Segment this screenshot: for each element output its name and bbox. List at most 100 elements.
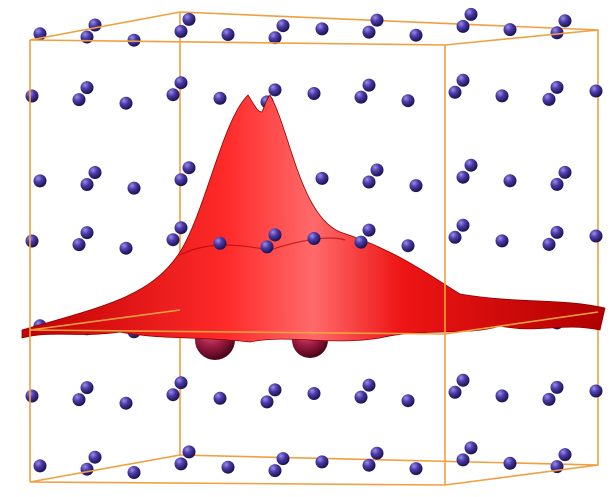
- page: (() => { const NS = 'http://www.w3.org/2…: [0, 0, 612, 497]
- atom: [175, 221, 188, 234]
- atom: [410, 462, 423, 475]
- atom: [363, 79, 376, 92]
- atom: [261, 395, 274, 408]
- atom: [559, 14, 572, 27]
- atom: [449, 386, 462, 399]
- atom: [269, 383, 282, 396]
- atom: [551, 226, 564, 239]
- atom: [363, 176, 376, 189]
- atom: [355, 91, 368, 104]
- atom: [402, 94, 415, 107]
- atom: [402, 239, 415, 252]
- atom: [316, 22, 329, 35]
- atom: [308, 87, 321, 100]
- atom: [465, 8, 478, 21]
- atom: [89, 19, 102, 32]
- atom: [457, 171, 470, 184]
- atom: [120, 242, 133, 255]
- atom: [73, 238, 86, 251]
- atom: [183, 13, 196, 26]
- atom: [465, 441, 478, 454]
- atom: [371, 447, 384, 460]
- atom: [402, 394, 415, 407]
- atom: [26, 390, 39, 403]
- atom: [449, 231, 462, 244]
- atom: [457, 374, 470, 387]
- atom: [89, 166, 102, 179]
- atom: [175, 25, 188, 38]
- atom: [214, 237, 227, 250]
- atom: [167, 388, 180, 401]
- atom: [551, 178, 564, 191]
- atom: [175, 76, 188, 89]
- atom: [81, 463, 94, 476]
- atom: [504, 457, 517, 470]
- atom: [355, 236, 368, 249]
- atom: [222, 28, 235, 41]
- atom: [496, 234, 509, 247]
- atom: [559, 448, 572, 461]
- atom: [355, 391, 368, 404]
- atom: [504, 23, 517, 36]
- atom: [26, 235, 39, 248]
- atom: [128, 34, 141, 47]
- atom: [183, 445, 196, 458]
- atom: [34, 459, 47, 472]
- atom: [559, 166, 572, 179]
- atom: [316, 172, 329, 185]
- atom: [371, 14, 384, 27]
- atom: [410, 29, 423, 42]
- atom: [308, 387, 321, 400]
- atom: [371, 164, 384, 177]
- atom: [457, 453, 470, 466]
- atom: [504, 174, 517, 187]
- atom: [120, 97, 133, 110]
- atom: [183, 161, 196, 174]
- isosurface: [22, 95, 605, 342]
- atom: [26, 90, 39, 103]
- frame-edge: [30, 12, 180, 40]
- atom: [410, 179, 423, 192]
- atom: [34, 174, 47, 187]
- atom: [551, 381, 564, 394]
- atom: [261, 240, 274, 253]
- atom: [277, 452, 290, 465]
- atom: [269, 83, 282, 96]
- atom: [81, 31, 94, 44]
- atom: [175, 457, 188, 470]
- atom: [167, 233, 180, 246]
- atom: [465, 159, 478, 172]
- atom: [363, 379, 376, 392]
- atom: [457, 20, 470, 33]
- atom: [120, 397, 133, 410]
- atom: [214, 92, 227, 105]
- atom: [449, 86, 462, 99]
- atom: [457, 219, 470, 232]
- atom: [81, 178, 94, 191]
- scene: [0, 0, 612, 497]
- atom: [308, 232, 321, 245]
- atom: [551, 81, 564, 94]
- atom: [590, 230, 603, 243]
- atom: [496, 89, 509, 102]
- atom: [590, 385, 603, 398]
- atom: [81, 381, 94, 394]
- atom: [363, 26, 376, 39]
- atom: [81, 81, 94, 94]
- atom: [222, 461, 235, 474]
- atom: [277, 19, 290, 32]
- atom: [543, 393, 556, 406]
- atom: [167, 88, 180, 101]
- atom: [316, 455, 329, 468]
- atom: [175, 173, 188, 186]
- atom: [214, 392, 227, 405]
- atom: [543, 238, 556, 251]
- atom: [590, 85, 603, 98]
- atom: [128, 466, 141, 479]
- atom: [73, 93, 86, 106]
- atom: [457, 74, 470, 87]
- atom: [363, 459, 376, 472]
- atom: [128, 182, 141, 195]
- atom: [269, 228, 282, 241]
- atom: [543, 93, 556, 106]
